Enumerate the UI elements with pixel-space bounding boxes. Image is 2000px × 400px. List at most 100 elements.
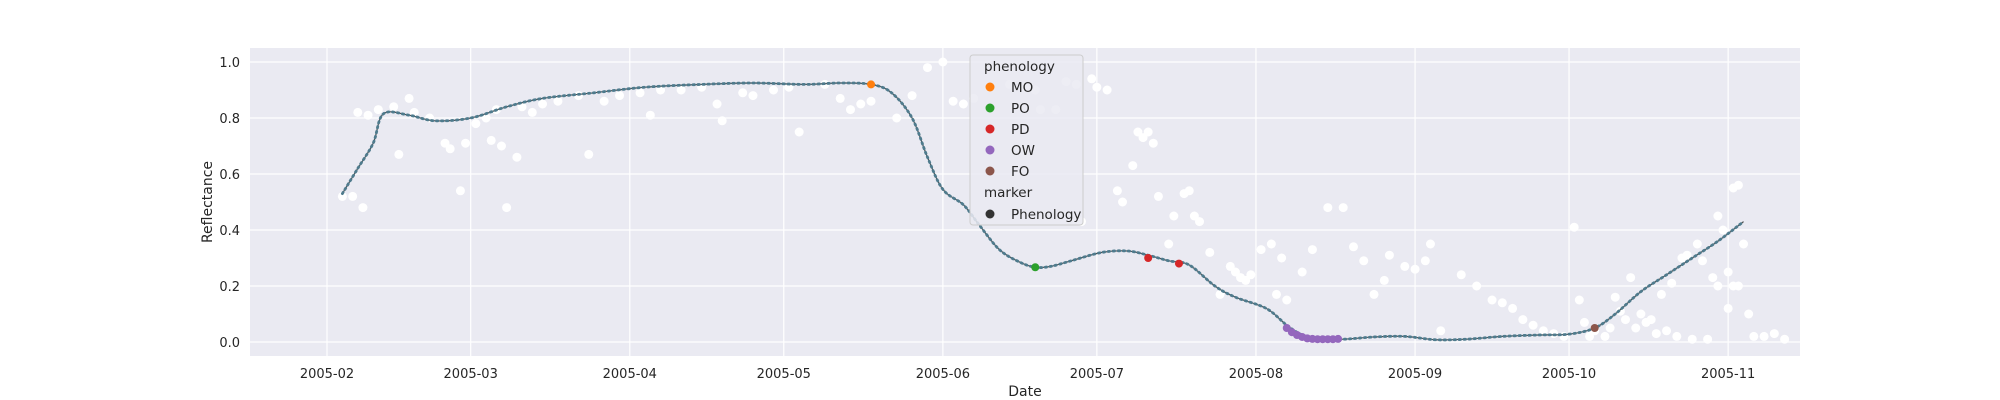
- observation-point: [615, 91, 625, 101]
- phenology-point-mo: [867, 80, 876, 89]
- observation-point: [584, 149, 594, 159]
- legend-swatch-mo: [985, 82, 995, 92]
- observation-point: [1112, 186, 1122, 196]
- legend-label-mo: MO: [1011, 80, 1033, 96]
- observation-point: [1282, 295, 1292, 305]
- observation-point: [1169, 211, 1179, 221]
- observation-point: [1092, 82, 1102, 92]
- observation-point: [1528, 320, 1538, 330]
- legend-label-phenology: Phenology: [1011, 207, 1081, 223]
- observation-point: [1723, 267, 1733, 277]
- observation-point: [958, 99, 968, 109]
- observation-point: [358, 203, 368, 213]
- observation-point: [1338, 203, 1348, 213]
- observation-point: [738, 88, 748, 98]
- observation-point: [1600, 331, 1610, 341]
- observation-point: [553, 96, 563, 106]
- observation-point: [1682, 250, 1692, 260]
- observation-point: [1739, 239, 1749, 249]
- observation-point: [1153, 191, 1163, 201]
- fitted-curve-markers: [340, 81, 1745, 342]
- observation-point: [1164, 239, 1174, 249]
- legend: phenology MO PO PD OW FO marker Phenolog…: [969, 54, 1084, 226]
- observation-point: [892, 113, 902, 123]
- observation-point: [1651, 329, 1661, 339]
- observation-point: [1672, 331, 1682, 341]
- observation-point: [1323, 203, 1333, 213]
- observation-point: [1538, 326, 1548, 336]
- observation-point: [1646, 315, 1656, 325]
- observation-point: [538, 99, 548, 109]
- observation-point: [1256, 245, 1266, 255]
- x-tick-label: 2005-07: [1070, 367, 1124, 382]
- observation-point: [845, 105, 855, 115]
- observation-point: [373, 105, 383, 115]
- observation-point: [1656, 289, 1666, 299]
- phenology-point-ow: [1334, 334, 1343, 343]
- observation-point: [794, 127, 804, 137]
- y-tick-label: 0.4: [219, 224, 240, 239]
- observation-point: [1384, 250, 1394, 260]
- observation-point: [496, 141, 506, 151]
- phenology-point-po: [1031, 263, 1040, 272]
- y-tick-label: 0.0: [219, 336, 240, 351]
- observation-point: [527, 107, 537, 117]
- observation-point: [1379, 275, 1389, 285]
- observation-point: [1744, 309, 1754, 319]
- observation-point: [1733, 281, 1743, 291]
- observation-point: [1733, 180, 1743, 190]
- x-tick-label: 2005-04: [603, 367, 657, 382]
- observation-point: [461, 138, 471, 148]
- observation-point: [1246, 270, 1256, 280]
- observation-point: [1266, 239, 1276, 249]
- observation-point: [1620, 315, 1630, 325]
- x-tick-label: 2005-06: [916, 367, 970, 382]
- observation-point: [1497, 298, 1507, 308]
- observation-point: [635, 88, 645, 98]
- observation-point: [1420, 256, 1430, 266]
- observation-point: [1780, 334, 1790, 344]
- observation-point: [1713, 281, 1723, 291]
- observation-point: [717, 116, 727, 126]
- observation-point: [1508, 303, 1518, 313]
- phenology-point-pd: [1174, 259, 1183, 268]
- legend-label-po: PO: [1011, 101, 1030, 117]
- observation-point: [502, 203, 512, 213]
- observation-point: [1400, 261, 1410, 271]
- phenology-point-pd: [1144, 254, 1153, 262]
- x-tick-label: 2005-08: [1229, 367, 1283, 382]
- observation-point: [1759, 331, 1769, 341]
- observation-point: [1703, 334, 1713, 344]
- observation-point: [1667, 278, 1677, 288]
- observation-point: [1195, 217, 1205, 227]
- observation-point: [1184, 186, 1194, 196]
- observation-point: [1487, 295, 1497, 305]
- observation-point: [394, 149, 404, 159]
- observation-point: [1148, 138, 1158, 148]
- observation-point: [1579, 317, 1589, 327]
- observation-point: [1307, 245, 1317, 255]
- observation-point: [922, 63, 932, 73]
- observation-point: [1143, 127, 1153, 137]
- observation-point: [1518, 315, 1528, 325]
- observation-point: [455, 186, 465, 196]
- phenology-point-fo: [1590, 324, 1599, 332]
- observation-point: [512, 152, 522, 162]
- observation-point: [1708, 273, 1718, 283]
- observation-point: [1585, 331, 1595, 341]
- x-tick-label: 2005-10: [1542, 367, 1596, 382]
- x-tick-label: 2005-03: [444, 367, 498, 382]
- x-tick-label: 2005-11: [1701, 367, 1755, 382]
- observation-point: [1297, 267, 1307, 277]
- observation-point: [784, 82, 794, 92]
- observation-point: [1631, 323, 1641, 333]
- observation-point: [445, 144, 455, 154]
- observation-point: [599, 96, 609, 106]
- observation-point: [1687, 334, 1697, 344]
- observation-point: [1569, 222, 1579, 232]
- legend-swatch-phenology: [985, 209, 995, 219]
- observation-point: [363, 110, 373, 120]
- y-tick-label: 0.6: [219, 168, 240, 183]
- observation-point: [404, 93, 414, 103]
- observation-point: [1749, 331, 1759, 341]
